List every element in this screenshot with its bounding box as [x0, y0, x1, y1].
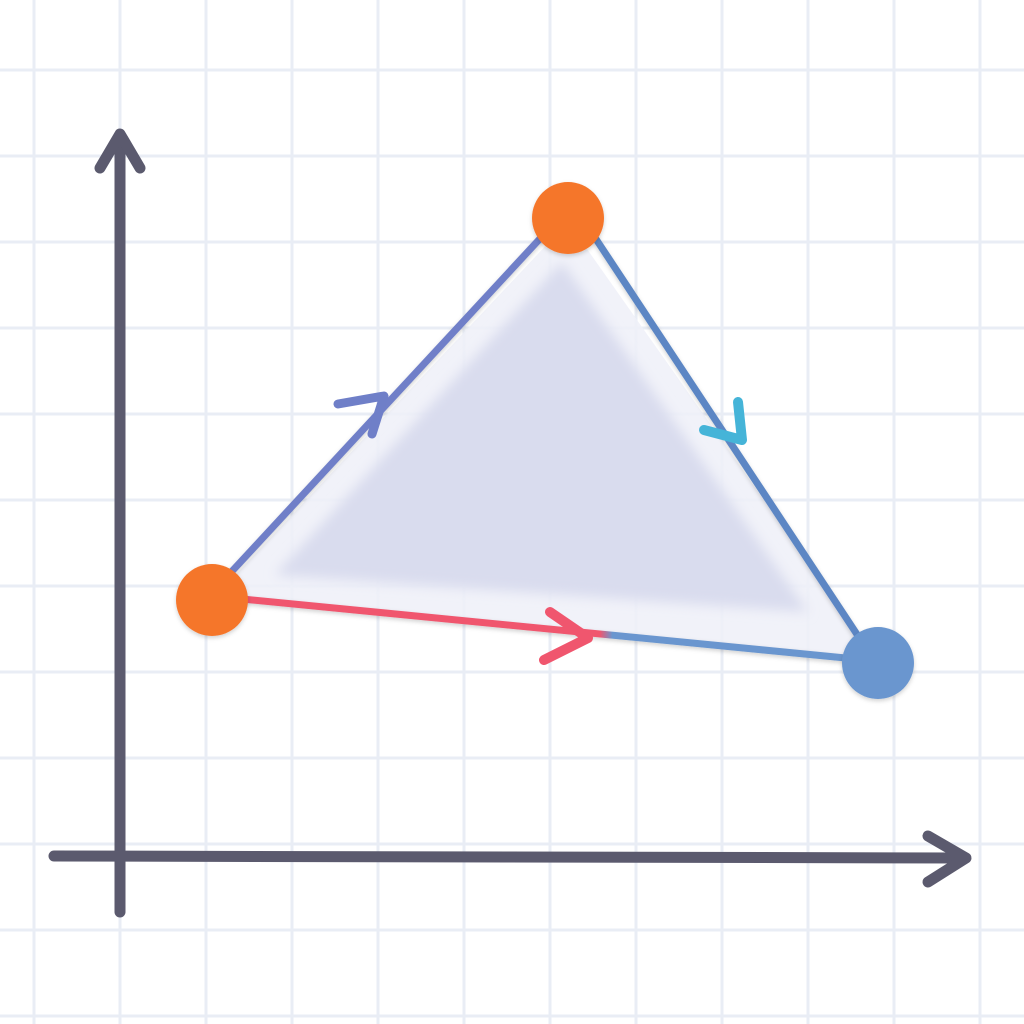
vertex-left: [176, 564, 248, 636]
vertex-right: [842, 627, 914, 699]
vertex-top: [532, 182, 604, 254]
x-axis: [48, 850, 970, 864]
direction-arrow-bottom-edge: [539, 607, 593, 665]
direction-arrow-left-edge: [333, 391, 389, 439]
direction-arrow-right-edge: [699, 397, 747, 445]
coordinate-axes: [48, 128, 972, 918]
edge-left-to-right: [228, 594, 870, 664]
triangle-fill: [275, 262, 808, 612]
x-axis-arrowhead-icon: [922, 830, 972, 888]
y-axis-arrowhead-icon: [94, 128, 146, 174]
